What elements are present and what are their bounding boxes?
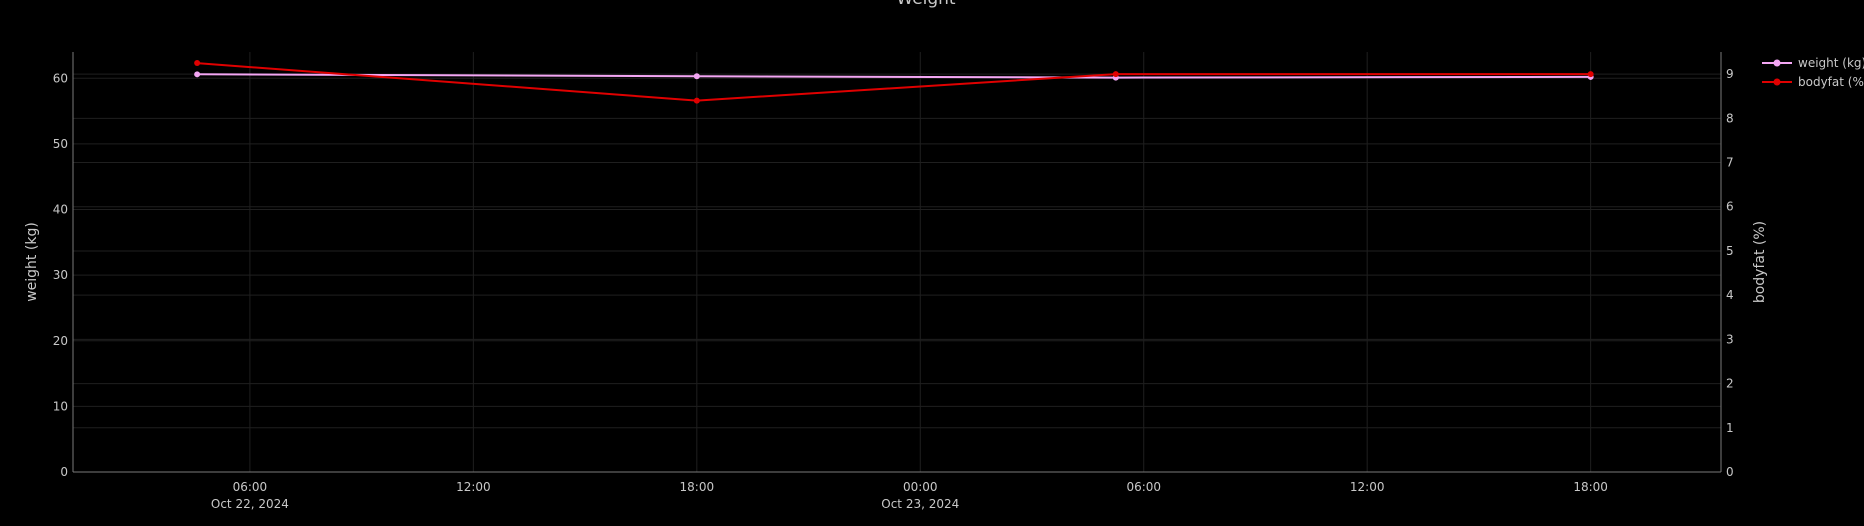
bodyfat-series-line xyxy=(197,62,1591,102)
legend-label: weight (kg) xyxy=(1798,56,1864,70)
legend[interactable]: weight (kg) bodyfat (%) xyxy=(1762,56,1864,89)
axis-layer: 06:00 12:00 18:00 00:00 06:00 12:00 18:00 Oct 2… xyxy=(53,52,1734,511)
y-left-tick-label: 10 xyxy=(53,399,68,413)
x-tick-label: 18:00 xyxy=(680,480,715,494)
x-date-label: Oct 23, 2024 xyxy=(881,497,959,511)
y-axis-left-title: weight (kg) xyxy=(24,222,40,302)
x-tick-label: 12:00 xyxy=(1350,480,1385,494)
x-tick-label: 18:00 xyxy=(1573,480,1608,494)
y-right-tick-label: 3 xyxy=(1726,332,1734,346)
legend-item-weight[interactable]: weight (kg) xyxy=(1762,56,1864,70)
weight-data-point[interactable] xyxy=(693,73,700,80)
x-tick-label: 12:00 xyxy=(456,480,491,494)
y-right-tick-label: 9 xyxy=(1726,67,1734,81)
y-right-tick-label: 7 xyxy=(1726,156,1734,170)
y-right-tick-label: 1 xyxy=(1726,421,1734,435)
y-right-tick-label: 4 xyxy=(1726,288,1734,302)
y-left-tick-label: 20 xyxy=(53,334,68,348)
chart-title: Weight xyxy=(896,0,956,9)
y-left-tick-label: 0 xyxy=(60,465,68,479)
y-right-tick-label: 8 xyxy=(1726,111,1734,125)
legend-swatch-marker xyxy=(1773,59,1781,67)
weight-data-point[interactable] xyxy=(194,71,201,78)
x-tick-label: 06:00 xyxy=(1126,480,1161,494)
bodyfat-data-point[interactable] xyxy=(194,60,201,67)
y-left-tick-label: 40 xyxy=(53,203,68,217)
y-left-tick-label: 60 xyxy=(53,71,68,85)
weight-series-line xyxy=(197,73,1591,79)
series-layer xyxy=(194,60,1594,104)
bodyfat-data-point[interactable] xyxy=(1587,71,1594,78)
y-right-tick-label: 6 xyxy=(1726,200,1734,214)
y-axis-right-title: bodyfat (%) xyxy=(1752,221,1768,303)
bodyfat-data-point[interactable] xyxy=(1112,71,1119,78)
legend-item-bodyfat[interactable]: bodyfat (%) xyxy=(1762,75,1864,89)
x-tick-label: 00:00 xyxy=(903,480,938,494)
grid-layer xyxy=(73,52,1721,473)
y-right-tick-label: 5 xyxy=(1726,244,1734,258)
legend-label: bodyfat (%) xyxy=(1798,75,1864,89)
y-left-tick-label: 50 xyxy=(53,137,68,151)
y-left-tick-label: 30 xyxy=(53,268,68,282)
legend-swatch-marker xyxy=(1773,78,1781,86)
bodyfat-data-point[interactable] xyxy=(693,97,700,104)
x-date-label: Oct 22, 2024 xyxy=(211,497,289,511)
x-tick-label: 06:00 xyxy=(233,480,268,494)
y-right-tick-label: 2 xyxy=(1726,377,1734,391)
y-right-tick-label: 0 xyxy=(1726,465,1734,479)
